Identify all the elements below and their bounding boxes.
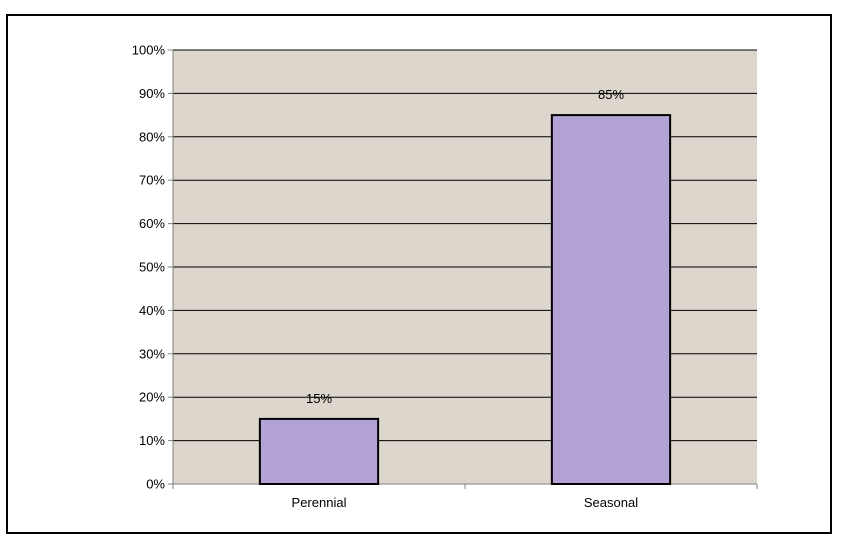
bar-perennial <box>258 417 380 485</box>
x-tick-label-perennial: Perennial <box>292 495 347 510</box>
y-tick-label: 100% <box>132 43 166 58</box>
data-label-seasonal: 85% <box>598 87 624 102</box>
y-tick-label: 30% <box>139 346 165 361</box>
y-tick-label: 20% <box>139 390 165 405</box>
data-label-perennial: 15% <box>306 391 332 406</box>
y-tick-label: 90% <box>139 86 165 101</box>
bar-seasonal <box>550 114 672 485</box>
y-tick-label: 10% <box>139 433 165 448</box>
y-tick-label: 60% <box>139 216 165 231</box>
y-tick-label: 80% <box>139 129 165 144</box>
y-tick-label: 70% <box>139 173 165 188</box>
y-tick-label: 40% <box>139 303 165 318</box>
x-tick-label-seasonal: Seasonal <box>584 495 638 510</box>
y-tick-label: 50% <box>139 260 165 275</box>
y-tick-label: 0% <box>146 477 165 492</box>
